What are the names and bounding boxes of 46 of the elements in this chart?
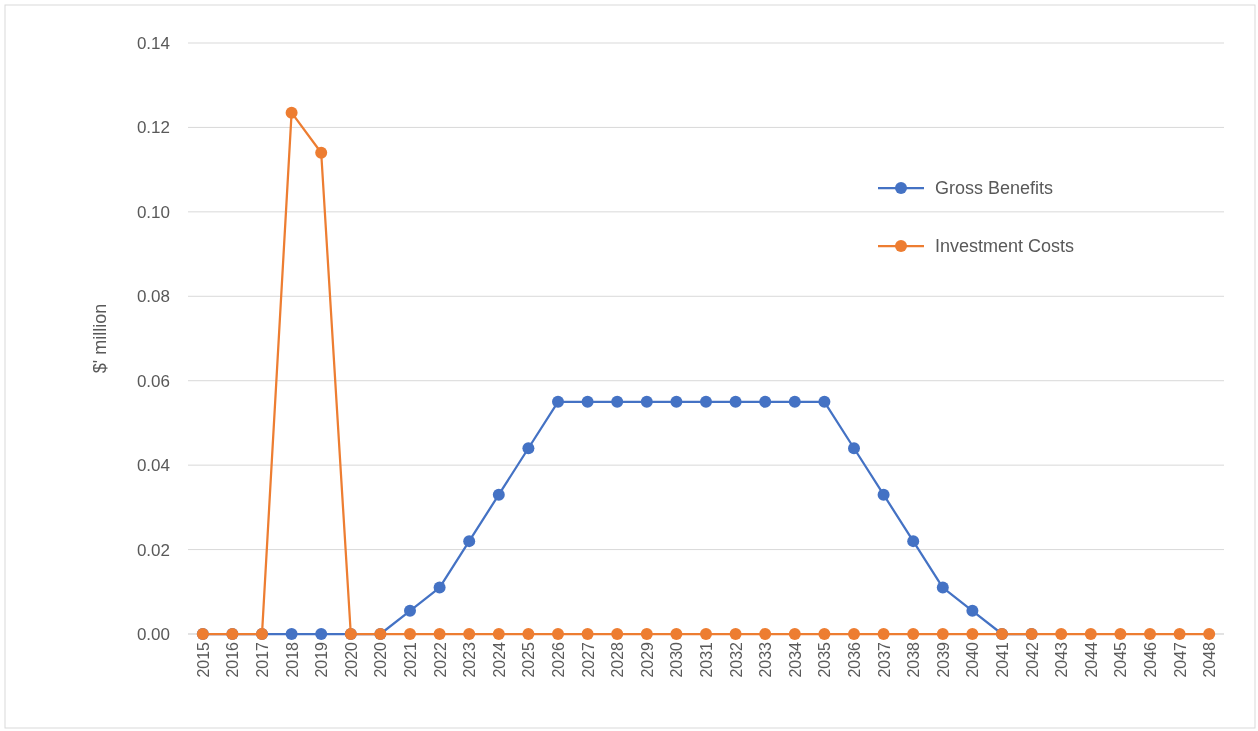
x-tick-label: 2034 (786, 641, 804, 678)
x-tick-label: 2037 (875, 641, 893, 678)
x-tick-label: 2039 (934, 641, 952, 678)
y-tick-label: 0.04 (136, 456, 170, 476)
x-tick-label: 2042 (1023, 641, 1041, 678)
x-tick-label: 2044 (1082, 641, 1100, 678)
x-tick-label: 2046 (1142, 641, 1159, 678)
y-tick-label: 0.12 (136, 118, 170, 138)
x-tick-label: 2020 (342, 641, 360, 678)
y-tick-label: 0.14 (136, 33, 170, 53)
x-tick-label: 2031 (698, 641, 715, 678)
x-tick-label: 2047 (1171, 641, 1189, 678)
x-tick-label: 2036 (846, 641, 863, 678)
x-tick-label: 2019 (313, 641, 331, 678)
x-tick-label: 2035 (816, 641, 834, 678)
y-tick-label: 0.10 (136, 202, 170, 222)
x-tick-label: 2020 (372, 641, 390, 678)
y-tick-label: 0.00 (136, 624, 170, 644)
x-tick-label: 2022 (431, 641, 449, 678)
x-tick-label: 2023 (461, 641, 479, 678)
x-tick-label: 2026 (550, 641, 567, 678)
x-tick-label: 2027 (579, 641, 597, 678)
x-tick-label: 2041 (994, 641, 1011, 678)
x-tick-label: 2029 (638, 641, 656, 678)
legend-label: Gross Benefits (935, 178, 1054, 199)
x-tick-label: 2024 (490, 641, 508, 678)
x-tick-label: 2021 (402, 641, 419, 678)
x-tick-label: 2028 (609, 641, 627, 678)
x-tick-label: 2030 (668, 641, 686, 678)
x-tick-label: 2045 (1112, 641, 1130, 678)
x-tick-label: 2040 (964, 641, 982, 678)
x-tick-label: 2025 (520, 641, 538, 678)
x-tick-label: 2033 (757, 641, 775, 678)
y-tick-label: 0.02 (136, 540, 170, 560)
legend-label: Investment Costs (935, 236, 1075, 257)
x-tick-label: 2016 (224, 641, 242, 678)
x-tick-label: 2032 (727, 641, 745, 678)
x-tick-label: 2018 (283, 641, 301, 678)
x-tick-label: 2038 (905, 641, 923, 678)
x-tick-label: 2043 (1053, 641, 1071, 678)
x-tick-label: 2015 (194, 641, 212, 678)
x-tick-label: 2048 (1201, 641, 1219, 678)
y-tick-label: 0.08 (136, 287, 170, 307)
y-axis-title: $' million (90, 303, 110, 374)
y-tick-label: 0.06 (136, 371, 170, 391)
x-tick-label: 2017 (254, 641, 271, 678)
